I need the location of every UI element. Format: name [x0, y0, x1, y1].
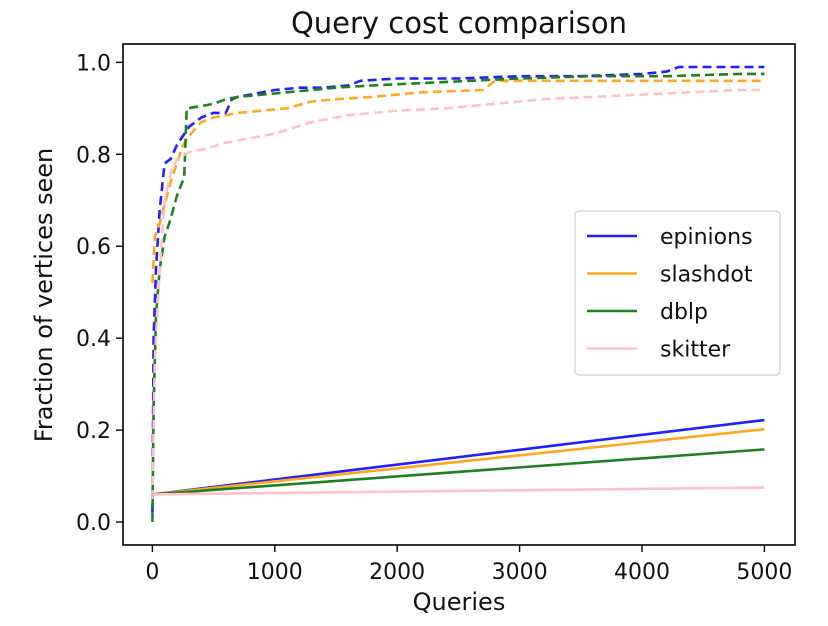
- y-axis-label: Fraction of vertices seen: [30, 148, 58, 442]
- x-axis-label: Queries: [413, 588, 506, 616]
- x-tick-label: 4000: [614, 560, 670, 585]
- series-line-dblp-solid: [152, 448, 765, 496]
- y-tick-label: 0.6: [76, 235, 111, 260]
- legend: epinions slashdot dblp skitter: [574, 210, 781, 376]
- legend-box: [574, 210, 781, 376]
- legend-label-epinions: epinions: [660, 225, 753, 250]
- series-line-slashdot-dashed: [151, 79, 765, 284]
- y-tick-label: 0.4: [76, 327, 111, 352]
- series-line-skitter-solid: [152, 486, 765, 496]
- x-tick-label: 2000: [369, 560, 425, 585]
- chart-title: Query cost comparison: [291, 6, 627, 40]
- legend-label-skitter: skitter: [660, 338, 731, 363]
- series-line-skitter-dashed: [151, 88, 765, 500]
- y-tick-label: 0.0: [76, 511, 111, 536]
- y-tick-label: 0.8: [76, 143, 111, 168]
- legend-label-dblp: dblp: [660, 300, 708, 325]
- plot-lines: [151, 65, 765, 523]
- x-tick-label: 1000: [247, 560, 303, 585]
- y-tick-label: 0.2: [76, 419, 111, 444]
- plot-frame: [122, 43, 796, 546]
- x-axis: 0 1000 2000 3000 4000 5000: [145, 545, 792, 585]
- x-tick-label: 3000: [492, 560, 548, 585]
- series-line-slashdot-solid: [152, 427, 765, 496]
- series-line-epinions-solid: [152, 418, 765, 496]
- legend-label-slashdot: slashdot: [660, 263, 753, 288]
- x-tick-label: 0: [145, 560, 159, 585]
- x-tick-label: 5000: [736, 560, 792, 585]
- series-line-dblp-dashed: [151, 72, 765, 523]
- y-tick-label: 1.0: [76, 51, 111, 76]
- series-line-epinions-dashed: [151, 65, 765, 513]
- y-axis: 0.0 0.2 0.4 0.6 0.8 1.0: [76, 51, 123, 536]
